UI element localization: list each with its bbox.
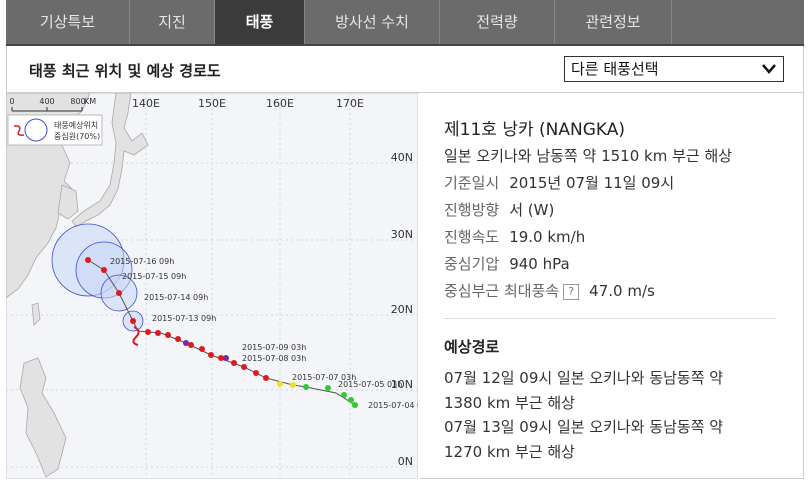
lat-label: 20N — [391, 303, 413, 316]
info-row: 중심기압 940 hPa — [444, 253, 570, 274]
row-value: 2015년 07월 11일 09시 — [509, 174, 675, 192]
tab[interactable]: 태풍 — [215, 0, 305, 44]
row-value: 940 hPa — [509, 255, 570, 273]
info-panel: 제11호 낭카 (NANGKA) 일본 오키나와 남동쪽 약 1510 km 부… — [420, 93, 804, 479]
tab[interactable]: 관련정보 — [555, 0, 672, 44]
legend-label: 중심원(70%) — [54, 131, 100, 141]
scale-label: 0 — [9, 97, 14, 106]
lat-label: 0N — [398, 455, 413, 468]
lat-label: 10N — [391, 378, 413, 391]
lat-label: 40N — [391, 151, 413, 164]
track-label: 2015-07-15 09h — [122, 272, 186, 281]
help-icon[interactable]: ? — [563, 284, 580, 300]
track-label: 2015-07-04 03h — [368, 401, 418, 410]
info-row: 진행속도 19.0 km/h — [444, 226, 585, 247]
separator — [444, 318, 776, 319]
title: 태풍 최근 위치 및 예상 경로도 — [29, 62, 221, 80]
dropdown[interactable]: 다른 태풍선택 — [564, 56, 784, 82]
row-label: 진행속도 — [444, 228, 500, 246]
lon-label: 140E — [132, 97, 160, 110]
info-row: 중심부근 최대풍속? 47.0 m/s — [444, 280, 655, 301]
row-value: 19.0 km/h — [509, 228, 586, 246]
track-label: 2015-07-14 09h — [144, 293, 208, 302]
tab-bar: 기상특보 지진 태풍 방사선 수치 전력량 관련정보 — [6, 0, 804, 46]
tab[interactable]: 기상특보 — [6, 0, 130, 44]
row-label: 기준일시 — [444, 174, 500, 192]
tab[interactable]: 지진 — [130, 0, 215, 44]
info-row: 진행방향 서 (W) — [444, 199, 554, 220]
forecast-title: 예상경로 — [444, 338, 500, 356]
location: 일본 오키나와 남동쪽 약 1510 km 부근 해상 — [444, 147, 733, 165]
scale-label: KM — [84, 97, 96, 106]
tab[interactable]: 전력량 — [440, 0, 555, 44]
chevron — [762, 64, 776, 74]
row-value: 서 (W) — [509, 201, 555, 219]
row-label: 진행방향 — [444, 201, 500, 219]
tab[interactable]: 방사선 수치 — [305, 0, 440, 44]
forecast: 07월 13일 09시 일본 오키나와 동남동쪽 약 1270 km 부근 해상 — [444, 418, 724, 461]
track-label: 2015-07-09 03h — [242, 343, 306, 352]
lon-label: 160E — [266, 97, 294, 110]
info-row: 기준일시 2015년 07월 11일 09시 — [444, 172, 674, 193]
track-label: 2015-07-08 03h — [242, 354, 306, 363]
track-label: 2015-07-13 09h — [152, 314, 216, 323]
legend-label: 태풍예상위치 — [54, 120, 98, 130]
lon-label: 150E — [198, 97, 226, 110]
track-label: 2015-07-07 03h — [292, 373, 356, 382]
lon-label: 170E — [336, 97, 364, 110]
lat-label: 30N — [391, 228, 413, 241]
row-label: 중심부근 최대풍속 — [444, 282, 560, 300]
dropdown-text: 다른 태풍선택 — [571, 60, 659, 78]
track-label: 2015-07-05 03h — [338, 380, 402, 389]
scale-label: 400 — [39, 97, 54, 106]
track-label: 2015-07-16 09h — [110, 257, 174, 266]
row-label: 중심기압 — [444, 255, 500, 273]
typhoon-name: 제11호 낭카 (NANGKA) — [444, 120, 625, 140]
forecast: 07월 12일 09시 일본 오키나와 동남동쪽 약 1380 km 부근 해상 — [444, 369, 724, 412]
scale-label: 800 — [70, 97, 85, 106]
header: 태풍 최근 위치 및 예상 경로도 다른 태풍선택 — [6, 46, 804, 93]
row-value: 47.0 m/s — [589, 282, 655, 300]
